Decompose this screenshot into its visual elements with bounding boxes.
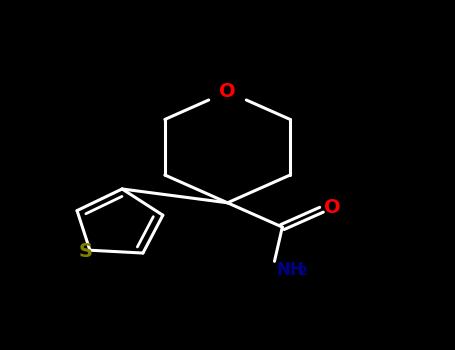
Text: 2: 2	[299, 265, 308, 278]
Text: O: O	[219, 82, 236, 101]
Text: NH: NH	[277, 261, 304, 279]
Text: S: S	[78, 243, 92, 261]
Text: O: O	[324, 198, 341, 217]
